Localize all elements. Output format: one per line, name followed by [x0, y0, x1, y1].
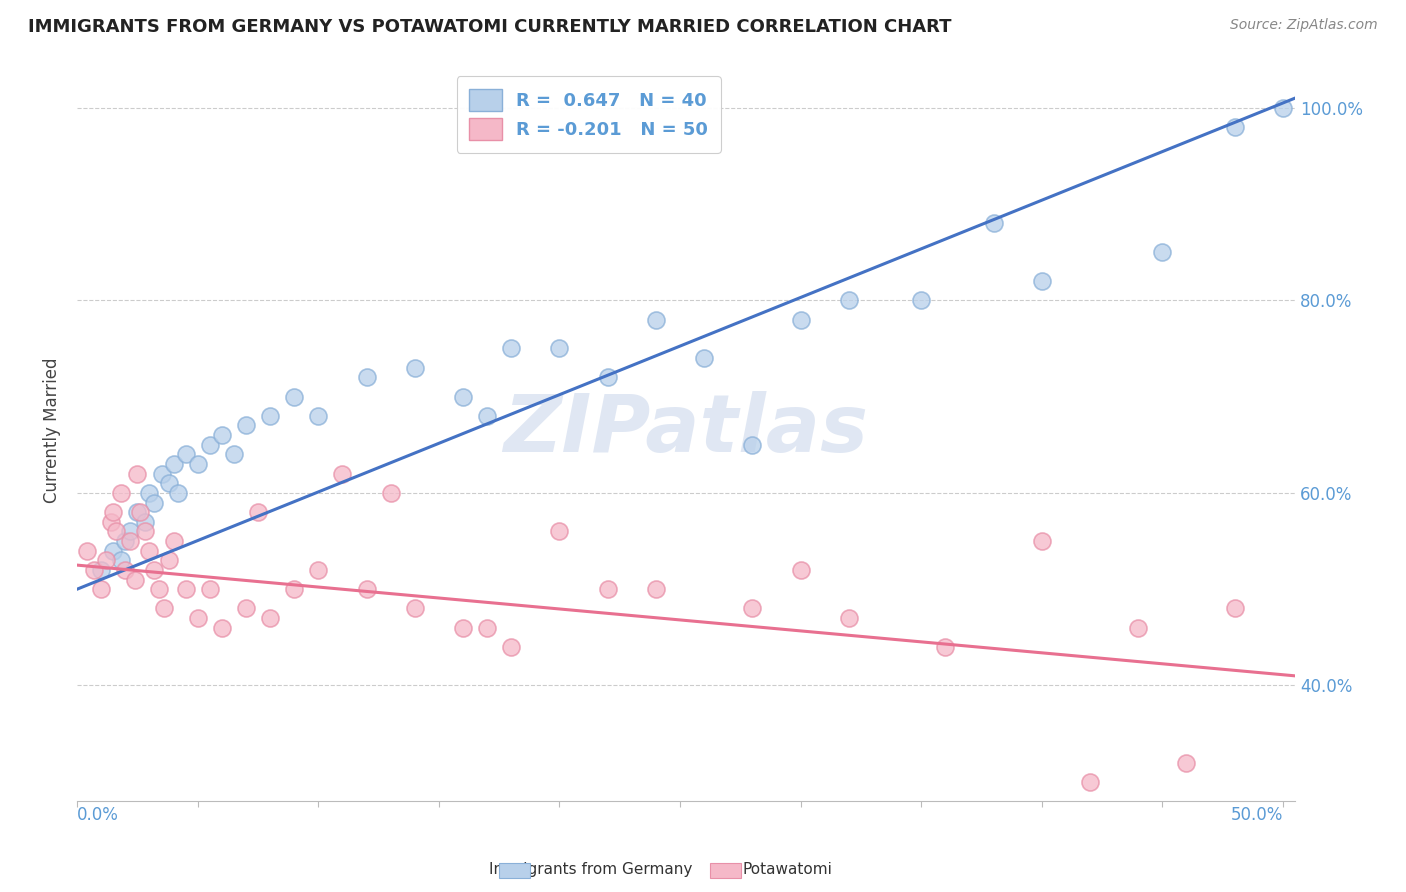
Point	[356, 370, 378, 384]
Point	[127, 467, 149, 481]
Point	[283, 582, 305, 597]
Point	[211, 428, 233, 442]
Point	[198, 582, 221, 597]
Point	[548, 342, 571, 356]
Point	[100, 515, 122, 529]
Point	[174, 582, 197, 597]
Point	[90, 582, 112, 597]
Point	[1223, 120, 1246, 134]
Point	[259, 611, 281, 625]
Point	[211, 621, 233, 635]
Point	[110, 486, 132, 500]
Point	[645, 312, 668, 326]
Text: 50.0%: 50.0%	[1230, 805, 1282, 824]
Point	[475, 409, 498, 423]
Point	[741, 438, 763, 452]
Point	[235, 601, 257, 615]
Point	[138, 486, 160, 500]
Point	[103, 543, 125, 558]
Text: Potawatomi: Potawatomi	[742, 863, 832, 877]
Point	[157, 553, 180, 567]
Point	[307, 409, 329, 423]
Text: 0.0%: 0.0%	[77, 805, 120, 824]
Point	[1031, 534, 1053, 549]
Text: Source: ZipAtlas.com: Source: ZipAtlas.com	[1230, 18, 1378, 32]
Point	[174, 447, 197, 461]
Point	[153, 601, 176, 615]
Point	[451, 621, 474, 635]
Point	[1152, 245, 1174, 260]
Point	[596, 582, 619, 597]
Point	[198, 438, 221, 452]
Legend: R =  0.647   N = 40, R = -0.201   N = 50: R = 0.647 N = 40, R = -0.201 N = 50	[457, 76, 721, 153]
Text: ZIPatlas: ZIPatlas	[503, 392, 869, 469]
Text: IMMIGRANTS FROM GERMANY VS POTAWATOMI CURRENTLY MARRIED CORRELATION CHART: IMMIGRANTS FROM GERMANY VS POTAWATOMI CU…	[28, 18, 952, 36]
Point	[110, 553, 132, 567]
Point	[501, 640, 523, 654]
Point	[910, 293, 932, 308]
Point	[838, 611, 860, 625]
Point	[103, 505, 125, 519]
Point	[162, 534, 184, 549]
Point	[143, 563, 166, 577]
Point	[380, 486, 402, 500]
Point	[114, 563, 136, 577]
Point	[148, 582, 170, 597]
Point	[1078, 774, 1101, 789]
Point	[934, 640, 956, 654]
Point	[222, 447, 245, 461]
Point	[76, 543, 98, 558]
Point	[789, 312, 811, 326]
Point	[90, 563, 112, 577]
Point	[157, 476, 180, 491]
Point	[356, 582, 378, 597]
Point	[645, 582, 668, 597]
Point	[404, 601, 426, 615]
Point	[138, 543, 160, 558]
Point	[451, 390, 474, 404]
Text: Immigrants from Germany: Immigrants from Germany	[489, 863, 692, 877]
Point	[150, 467, 173, 481]
Point	[134, 524, 156, 539]
Point	[120, 534, 142, 549]
Point	[501, 342, 523, 356]
Point	[134, 515, 156, 529]
Point	[741, 601, 763, 615]
Point	[94, 553, 117, 567]
Y-axis label: Currently Married: Currently Married	[44, 358, 60, 503]
Point	[693, 351, 716, 365]
Point	[789, 563, 811, 577]
Point	[246, 505, 269, 519]
Point	[83, 563, 105, 577]
Point	[1031, 274, 1053, 288]
Point	[1175, 756, 1198, 770]
Point	[838, 293, 860, 308]
Point	[127, 505, 149, 519]
Point	[1320, 486, 1343, 500]
Point	[187, 611, 209, 625]
Point	[120, 524, 142, 539]
Point	[1271, 101, 1294, 115]
Point	[114, 534, 136, 549]
Point	[124, 573, 146, 587]
Point	[143, 495, 166, 509]
Point	[259, 409, 281, 423]
Point	[596, 370, 619, 384]
Point	[983, 216, 1005, 230]
Point	[283, 390, 305, 404]
Point	[167, 486, 190, 500]
Point	[475, 621, 498, 635]
Point	[162, 457, 184, 471]
Point	[1128, 621, 1150, 635]
Point	[404, 360, 426, 375]
Point	[235, 418, 257, 433]
Point	[187, 457, 209, 471]
Point	[1223, 601, 1246, 615]
Point	[128, 505, 150, 519]
Point	[548, 524, 571, 539]
Point	[307, 563, 329, 577]
Point	[104, 524, 127, 539]
Point	[332, 467, 354, 481]
